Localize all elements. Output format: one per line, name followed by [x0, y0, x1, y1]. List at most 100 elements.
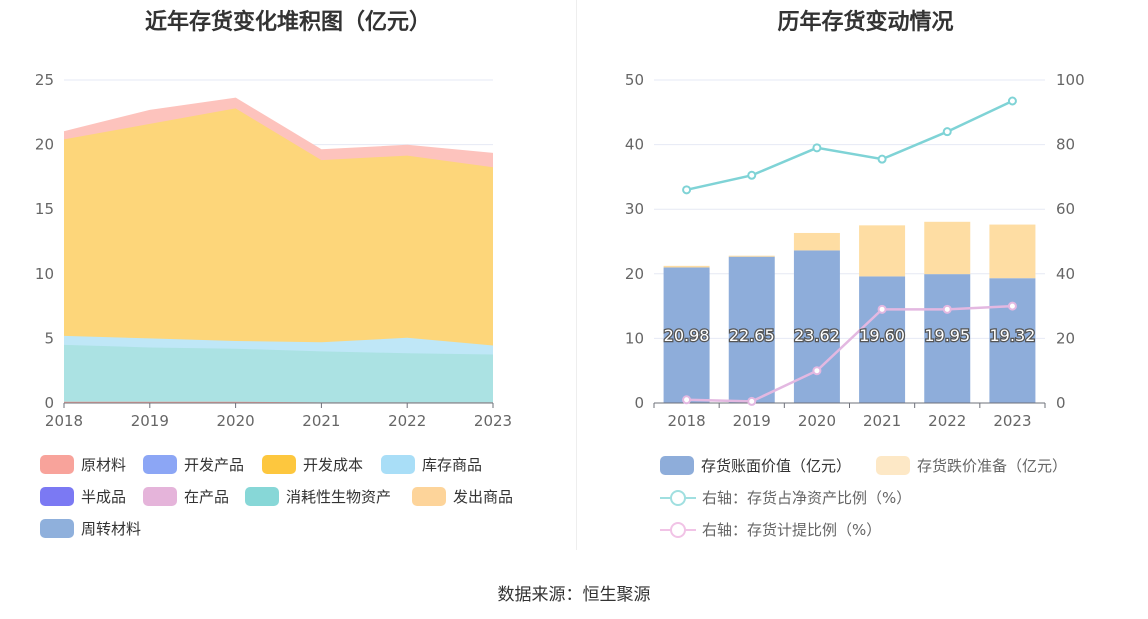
legend-label: 原材料: [81, 456, 127, 474]
legend-label: 消耗性生物资产: [286, 488, 392, 506]
legend-item[interactable]: 消耗性生物资产: [245, 486, 391, 507]
line-point: [682, 395, 692, 405]
legend-label: 周转材料: [81, 520, 142, 538]
legend-item[interactable]: 存货跌价准备（亿元）: [876, 455, 1067, 476]
bar-impairment: [924, 221, 971, 275]
legend-swatch: [143, 487, 177, 506]
right-x-tick-label: 2019: [733, 412, 771, 430]
bar-impairment: [989, 224, 1036, 279]
line-point: [942, 304, 952, 314]
left-x-tick-label: 2023: [474, 412, 512, 430]
bar-impairment: [859, 225, 906, 277]
bar-book-value: [728, 256, 775, 403]
line-point: [877, 154, 887, 164]
legend-swatch: [40, 519, 74, 538]
bar-data-label: 19.60: [859, 326, 905, 345]
bar-impairment: [793, 232, 840, 251]
area-发出商品: [64, 98, 493, 168]
left-y-tick-label: 20: [35, 136, 54, 154]
legend-label: 发出商品: [453, 488, 514, 506]
legend-item[interactable]: 发出商品: [412, 486, 513, 507]
bar-impairment: [728, 255, 775, 257]
area-开发成本: [64, 108, 493, 346]
legend-swatch: [876, 456, 910, 475]
right-chart-title: 历年存货变动情况: [777, 10, 954, 35]
area-消耗性生物资产: [64, 344, 493, 403]
line-point: [942, 127, 952, 137]
line-point: [877, 304, 887, 314]
right-y2-tick-label: 100: [1056, 71, 1085, 89]
legend-item[interactable]: 右轴：存货占净资产比例（%）: [660, 487, 911, 508]
legend-label: 右轴：存货计提比例（%）: [702, 521, 882, 539]
bar-data-label: 23.62: [794, 326, 840, 345]
bar-book-value: [924, 274, 971, 403]
line-右轴：存货计提比例（%）: [686, 304, 1013, 403]
legend-swatch: [412, 487, 446, 506]
legend-item[interactable]: 右轴：存货计提比例（%）: [660, 519, 881, 540]
legend-item[interactable]: 库存商品: [381, 454, 482, 475]
legend-item[interactable]: 开发产品: [143, 454, 244, 475]
legend-label: 开发产品: [184, 456, 245, 474]
right-y-tick-label: 0: [634, 394, 644, 412]
right-y-tick-label: 50: [625, 71, 644, 89]
line-point: [812, 366, 822, 376]
legend-item[interactable]: 开发成本: [262, 454, 363, 475]
legend-swatch: [381, 455, 415, 474]
right-x-tick-label: 2018: [667, 412, 705, 430]
legend-swatch: [143, 455, 177, 474]
right-y-tick-label: 20: [625, 265, 644, 283]
legend-swatch: [660, 488, 696, 508]
right-x-tick-label: 2022: [928, 412, 966, 430]
data-source: 数据来源：恒生聚源: [497, 585, 651, 605]
legend-label: 库存商品: [422, 456, 483, 474]
left-x-tick-label: 2022: [388, 412, 426, 430]
left-x-tick-label: 2020: [217, 412, 255, 430]
legend-item[interactable]: 周转材料: [40, 518, 141, 539]
line-point: [747, 396, 757, 406]
bar-book-value: [989, 278, 1036, 403]
left-x-tick-label: 2021: [302, 412, 340, 430]
legend-item[interactable]: 在产品: [143, 486, 229, 507]
line-point: [1007, 301, 1017, 311]
right-y-tick-label: 40: [625, 136, 644, 154]
bar-data-label: 19.95: [924, 326, 970, 345]
right-x-tick-label: 2023: [993, 412, 1031, 430]
legend-swatch: [660, 456, 694, 475]
bar-data-label: 19.32: [990, 326, 1036, 345]
legend-item[interactable]: 存货账面价值（亿元）: [660, 455, 851, 476]
legend-swatch: [40, 487, 74, 506]
right-y-tick-label: 30: [625, 200, 644, 218]
right-x-tick-label: 2021: [863, 412, 901, 430]
panel-divider: [576, 0, 577, 550]
left-x-tick-label: 2019: [131, 412, 169, 430]
right-y2-tick-label: 20: [1056, 329, 1075, 347]
line-point: [1007, 96, 1017, 106]
legend-swatch: [40, 455, 74, 474]
left-y-tick-label: 5: [44, 329, 54, 347]
legend-label: 右轴：存货占净资产比例（%）: [702, 489, 912, 507]
line-point: [682, 185, 692, 195]
right-y2-tick-label: 80: [1056, 136, 1075, 154]
left-x-tick-label: 2018: [45, 412, 83, 430]
left-y-tick-label: 15: [35, 200, 54, 218]
legend-label: 存货账面价值（亿元）: [701, 457, 852, 475]
line-右轴：存货占净资产比例（%）: [686, 99, 1013, 192]
bar-impairment: [663, 265, 710, 268]
right-y2-tick-label: 0: [1056, 394, 1066, 412]
legend-label: 存货跌价准备（亿元）: [917, 457, 1068, 475]
line-point: [812, 143, 822, 153]
legend-swatch: [262, 455, 296, 474]
area-line-消耗性生物资产: [63, 344, 494, 356]
bar-book-value: [663, 267, 710, 403]
area-line-发出商品: [63, 97, 494, 154]
bar-book-value: [859, 276, 906, 403]
legend-item[interactable]: 半成品: [40, 486, 126, 507]
legend-label: 在产品: [184, 488, 230, 506]
legend-label: 半成品: [81, 488, 127, 506]
legend-swatch: [245, 487, 279, 506]
legend-item[interactable]: 原材料: [40, 454, 126, 475]
left-y-tick-label: 25: [35, 71, 54, 89]
legend-swatch: [660, 520, 696, 540]
right-y-tick-label: 10: [625, 329, 644, 347]
